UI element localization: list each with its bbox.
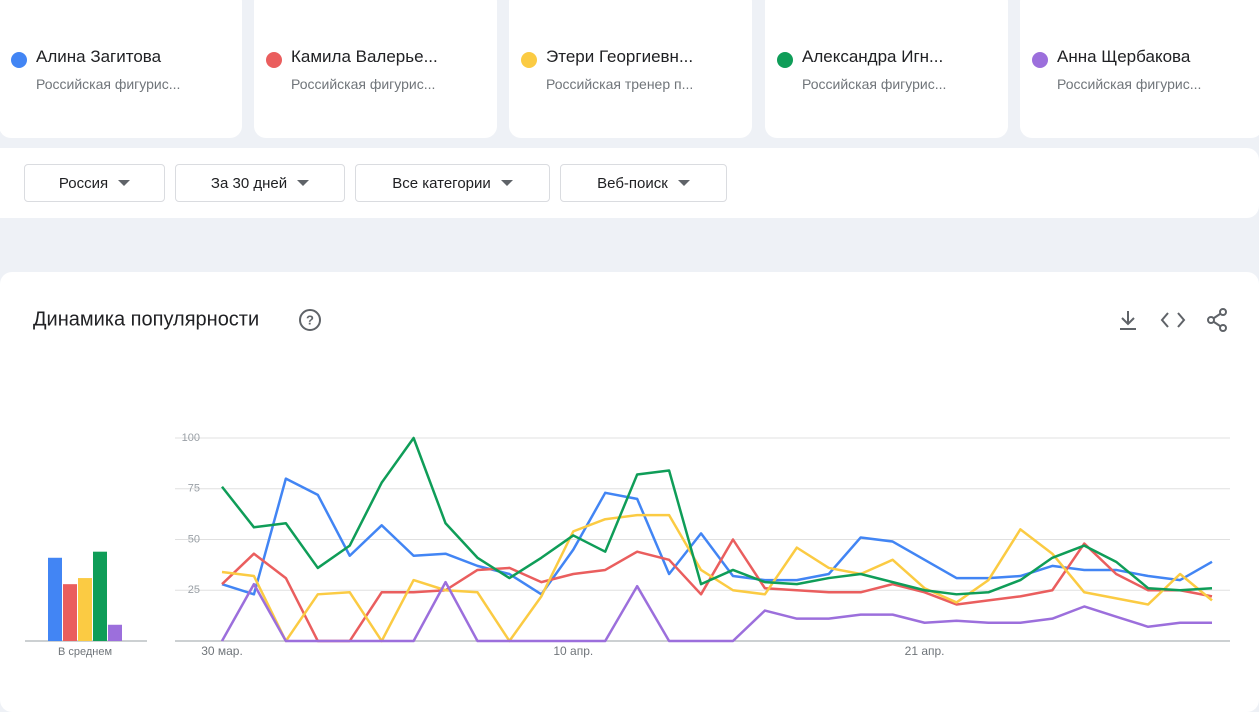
filter-dropdown[interactable]: Россия — [24, 164, 165, 202]
svg-text:?: ? — [306, 312, 314, 327]
y-tick-label: 100 — [182, 432, 200, 444]
bar — [48, 557, 62, 641]
filter-label: Россия — [58, 174, 109, 192]
filter-dropdown[interactable]: Все категории — [355, 164, 550, 202]
term-card[interactable]: Камила Валерье... Российская фигурис... — [254, 0, 497, 138]
term-card[interactable]: Этери Георгиевн... Российская тренер п... — [509, 0, 752, 138]
filter-dropdown[interactable]: Веб-поиск — [560, 164, 727, 202]
filter-label: За 30 дней — [210, 174, 288, 192]
dropdown-arrow — [297, 180, 310, 186]
filter-label: Веб-поиск — [597, 174, 668, 192]
x-tick-label: 10 апр. — [553, 644, 593, 658]
embed-icon[interactable] — [1160, 312, 1186, 328]
term-description: Российская фигурис... — [1057, 76, 1202, 92]
series-line — [221, 436, 1213, 596]
color-dot — [266, 52, 282, 68]
color-dot — [777, 52, 793, 68]
dropdown-arrow — [677, 180, 690, 186]
term-name: Анна Щербакова — [1057, 47, 1191, 66]
term-card[interactable]: Алина Загитова Российская фигурис... — [0, 0, 242, 138]
x-tick-label: 30 мар. — [201, 644, 243, 658]
y-tick-label: 50 — [188, 533, 200, 545]
series-line — [221, 513, 1213, 643]
color-dot — [521, 52, 537, 68]
bar — [93, 551, 107, 641]
series-line — [221, 538, 1213, 643]
download-icon[interactable] — [1120, 311, 1136, 330]
color-dot — [11, 52, 27, 68]
series-line — [220, 580, 1212, 643]
filter-dropdown[interactable]: За 30 дней — [175, 164, 345, 202]
y-tick-label: 75 — [188, 483, 200, 495]
x-tick-label: 21 апр. — [905, 644, 945, 658]
filter-label: Все категории — [392, 174, 491, 192]
term-name: Алина Загитова — [36, 47, 162, 66]
term-description: Российская фигурис... — [802, 76, 947, 92]
y-tick-label: 25 — [188, 584, 200, 596]
share-icon[interactable] — [1207, 308, 1227, 332]
bar — [108, 624, 122, 641]
dropdown-arrow — [500, 180, 513, 186]
filter-panel: Россия За 30 дней Все категории Веб-поис… — [0, 148, 1259, 218]
bar — [78, 578, 92, 641]
series-line — [221, 477, 1213, 596]
term-card[interactable]: Александра Игн... Российская фигурис... — [765, 0, 1008, 138]
term-description: Российская тренер п... — [546, 76, 694, 92]
term-description: Российская фигурис... — [291, 76, 436, 92]
dropdown-arrow — [118, 180, 131, 186]
term-description: Российская фигурис... — [36, 76, 181, 92]
term-name: Александра Игн... — [802, 47, 944, 66]
x-axis-label: В среднем — [58, 646, 112, 658]
color-dot — [1032, 52, 1048, 68]
term-name: Камила Валерье... — [291, 47, 438, 66]
term-name: Этери Георгиевн... — [546, 47, 694, 66]
panel-title: Динамика популярности — [33, 308, 259, 330]
help-icon[interactable]: ? — [299, 309, 321, 331]
term-card[interactable]: Анна Щербакова Российская фигурис... — [1020, 0, 1259, 138]
bar — [63, 584, 77, 641]
